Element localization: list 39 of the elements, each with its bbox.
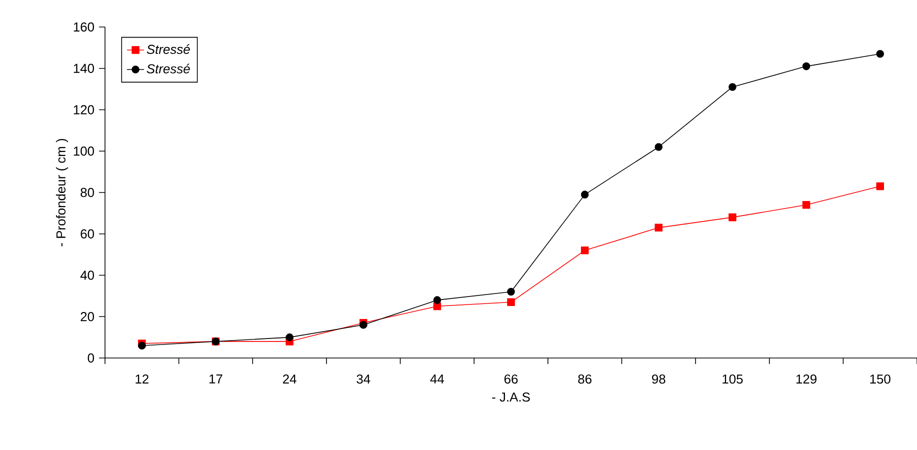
x-tick-label: 24 [283,374,296,384]
legend-label: Stressé [146,44,190,54]
point [876,182,884,190]
point [654,143,663,151]
x-tick-label: 98 [652,374,666,384]
point [876,50,884,58]
x-tick-label: 150 [870,374,890,384]
legend-label: Stressé [146,64,190,74]
y-tick-label: 140 [74,64,94,73]
point [507,288,515,296]
point [580,190,589,198]
x-axis-title: - J.A.S [492,392,530,402]
y-axis-title: - Profondeur ( cm ) [56,138,68,246]
point [580,246,589,254]
point [728,213,736,222]
point [802,62,810,70]
y-tick-label: 80 [80,188,94,198]
y-tick-label: 100 [74,146,94,156]
y-tick-label: 20 [80,312,94,322]
x-tick-label: 86 [578,374,592,384]
x-tick-label: 34 [356,374,370,384]
y-tick-label: 0 [88,353,94,363]
y-tick-label: 160 [74,22,94,32]
y-tick-label: 60 [80,229,94,238]
point [654,224,663,232]
x-tick-label: 66 [504,374,518,384]
x-tick-label: 129 [796,374,816,384]
point [802,201,810,209]
point [359,321,368,329]
point [286,333,294,342]
x-tick-label: 44 [430,374,444,384]
x-tick-label: 12 [136,374,148,384]
point [728,83,736,91]
point [507,298,515,306]
x-tick-label: 105 [722,374,743,384]
point [433,296,442,304]
y-tick-label: 120 [74,105,94,114]
x-tick-label: 17 [210,374,222,384]
y-tick-label: 40 [80,270,94,280]
